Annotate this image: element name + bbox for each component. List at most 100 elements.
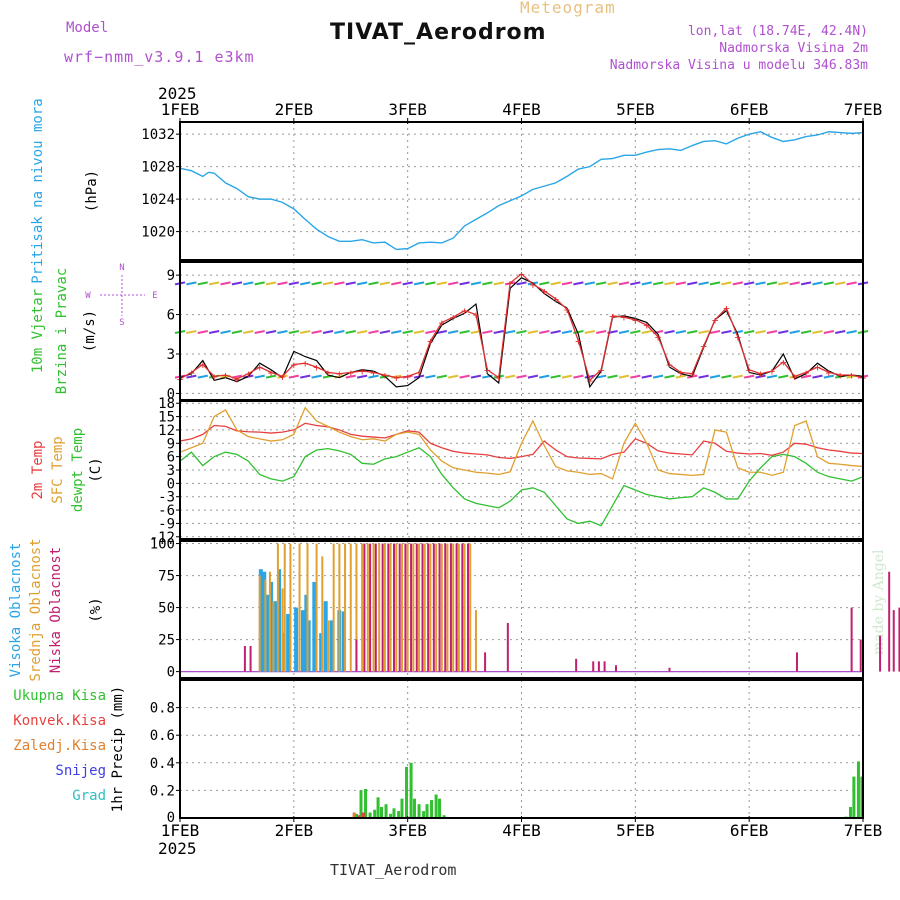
precip-bar-0 [430, 800, 434, 818]
precip-bar-0 [379, 806, 383, 818]
cloud-bar-1 [321, 556, 324, 672]
temperature-line-1 [179, 406, 864, 480]
temp-dewpt-title: dewpt Temp [70, 428, 86, 512]
wind-direction-arrow [550, 329, 561, 334]
wind-direction-arrow [607, 281, 618, 286]
cloud-bar-2 [363, 543, 366, 672]
wind-direction-arrow [220, 329, 231, 334]
wind-marker: + [416, 366, 423, 379]
wind-direction-arrow [300, 281, 311, 286]
cloud-bar-1 [378, 543, 381, 672]
wind-direction-arrow [800, 374, 812, 379]
wind-direction-arrow [664, 281, 675, 286]
cloud-bar-2 [381, 543, 384, 672]
wind-direction-arrow [265, 329, 277, 334]
bottom-year-label: 2025 [158, 839, 197, 858]
wind-direction-arrow [220, 281, 231, 286]
cloud-bar-2 [859, 639, 862, 672]
wind-axis-title: 10m Vjetar [30, 289, 46, 373]
cloud-bar-1 [366, 543, 369, 672]
wind-direction-arrow [789, 281, 800, 286]
precip-bar-1 [361, 812, 365, 818]
wind-direction-arrow [368, 374, 379, 379]
bottom-date-tick-label: 3FEB [388, 821, 427, 840]
wind-direction-arrow [812, 374, 823, 379]
precip-bar-0 [392, 808, 396, 818]
precip-bar-0 [368, 812, 372, 818]
wind-direction-arrow [709, 281, 721, 286]
top-date-tick-label: 5FEB [616, 100, 655, 119]
precip-bar-0 [438, 798, 442, 818]
wind-direction-arrow [835, 281, 846, 286]
wind-direction-arrow [448, 281, 459, 286]
y-tick-label: 9 [167, 268, 175, 284]
wind-marker: + [222, 369, 229, 382]
cloud-bar-2 [575, 658, 578, 672]
precip-legend-item: Grad [72, 788, 106, 804]
wind-direction-arrow [436, 281, 448, 286]
y-tick-label: 1032 [141, 127, 175, 143]
wind-direction-arrow [368, 329, 379, 334]
cloud-bar-1 [338, 543, 341, 672]
wind-direction-arrow [527, 374, 539, 379]
wind-direction-arrow [402, 281, 413, 286]
cloud-bar-0 [269, 581, 274, 672]
cloud-bar-1 [395, 543, 398, 672]
y-tick-label: 1028 [141, 160, 175, 176]
wind-marker: + [336, 368, 343, 381]
wind-direction-arrow [721, 281, 732, 286]
wind-direction-arrow [573, 374, 584, 379]
wind-direction-arrow [470, 374, 482, 379]
wind-direction-arrow [846, 329, 857, 334]
wind-marker: + [575, 335, 582, 348]
wind-direction-arrow [778, 374, 789, 379]
precip-bar-1 [357, 815, 361, 818]
cloud-bar-1 [389, 543, 392, 672]
wind-direction-arrow [311, 329, 322, 334]
wind-direction-arrow [687, 281, 698, 286]
wind-direction-arrow [208, 281, 220, 286]
wind-marker: + [678, 366, 685, 379]
wind-marker: + [791, 370, 798, 383]
wind-direction-arrow [391, 281, 402, 286]
wind-direction-arrow [265, 281, 277, 286]
wind-marker: + [734, 331, 741, 344]
cloud-bar-2 [249, 645, 252, 672]
model-label: Model [66, 20, 109, 36]
wind-direction-arrow [755, 374, 766, 379]
cloud-bar-1 [332, 543, 335, 672]
cloud-bar-1 [281, 588, 284, 672]
wind-direction-arrow [254, 281, 265, 286]
wind-marker: + [313, 361, 320, 374]
precip-bar-2 [352, 812, 356, 818]
cloud-bar-2 [398, 543, 401, 672]
y-tick-label: 0.6 [150, 728, 175, 744]
wind-direction-arrow [493, 329, 504, 334]
precip-bar-0 [434, 794, 438, 818]
wind-direction-arrow [721, 374, 732, 379]
wind-marker: + [780, 356, 787, 369]
cloud-bar-2 [243, 645, 246, 672]
temperature-line-0 [179, 422, 864, 460]
wind-direction-arrow [789, 329, 800, 334]
cloud-bar-0 [294, 607, 299, 672]
wind-direction-arrow [504, 374, 516, 379]
wind-direction-arrow [459, 329, 470, 334]
wind-direction-arrow [618, 329, 630, 334]
station-elevation: Nadmorska Visina 2m [719, 41, 868, 56]
cloud-bar-2 [387, 543, 390, 672]
wind-direction-arrow [641, 329, 652, 334]
cloud-bar-2 [355, 639, 358, 672]
wind-marker: + [552, 293, 559, 306]
wind-direction-arrow [186, 281, 197, 286]
cloud-bar-2 [597, 661, 600, 672]
precip-bar-0 [425, 804, 429, 818]
footer-station: TIVAT_Aerodrom [330, 861, 457, 879]
cloud-bar-0 [341, 611, 346, 672]
wind-marker: + [473, 309, 480, 322]
wind-marker: + [268, 366, 275, 379]
y-tick-label: 0.4 [150, 756, 175, 772]
wind-direction-arrow [743, 281, 755, 286]
wind-direction-arrow [698, 281, 709, 286]
cloud-bar-2 [461, 543, 464, 672]
